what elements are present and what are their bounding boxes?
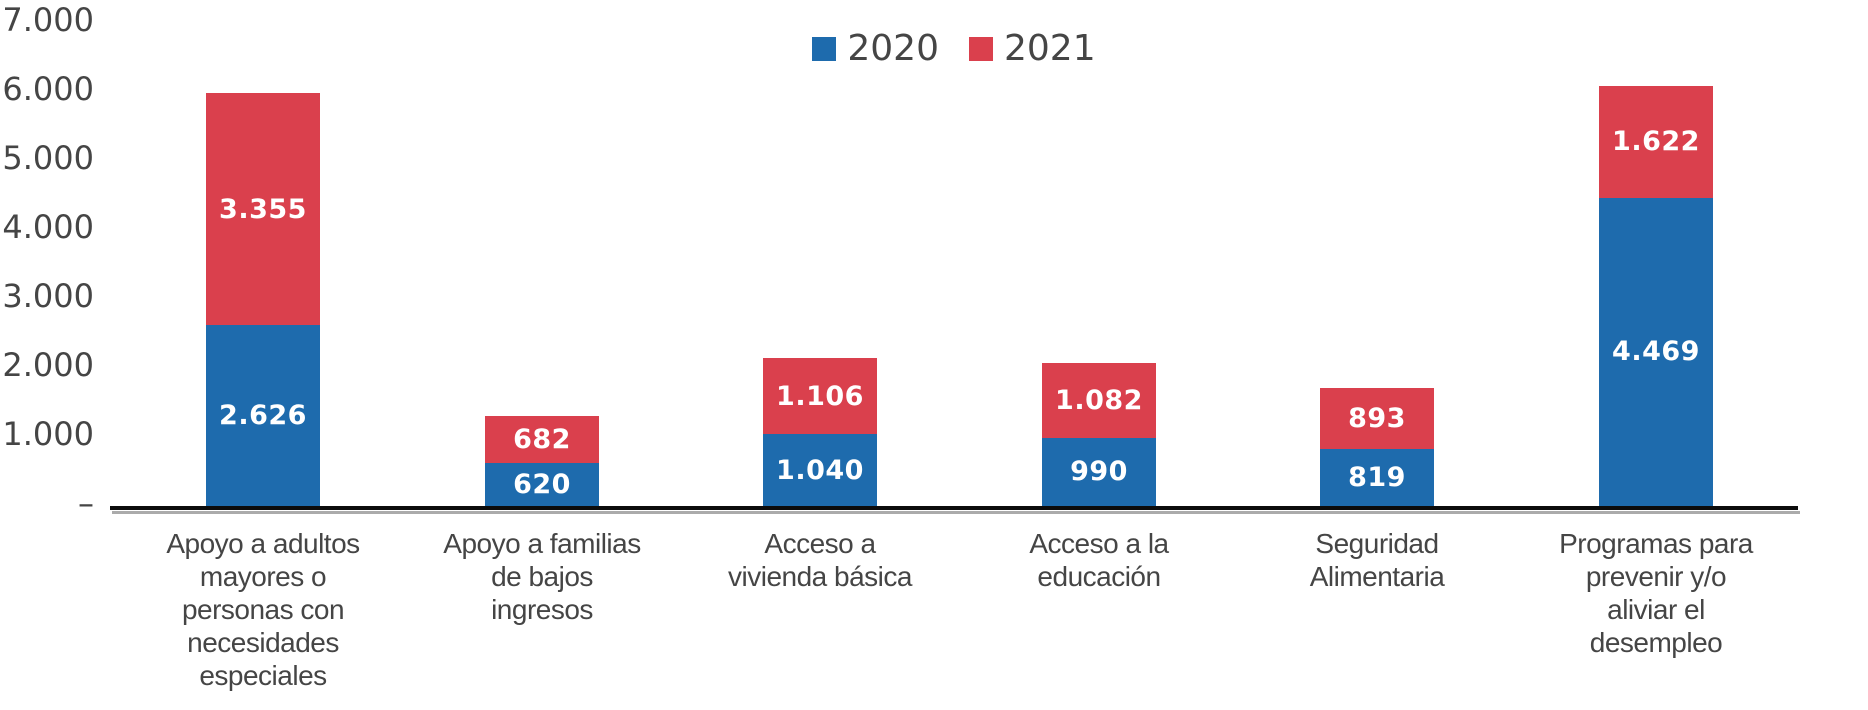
legend-item-2021: 2021 (969, 29, 1096, 69)
category-label: Seguridad Alimentaria (1238, 527, 1516, 593)
category-label-line: Seguridad (1315, 528, 1439, 559)
legend: 2020 2021 (110, 28, 1798, 70)
y-tick-label: 5.000 (2, 139, 94, 177)
bar-value-label: 893 (1348, 403, 1406, 435)
bar-value-label: 819 (1348, 462, 1406, 494)
category-label-line: Programas para (1559, 528, 1753, 559)
category-label-line: necesidades (187, 627, 339, 658)
bar-value-label: 1.082 (1055, 384, 1143, 416)
category-label-line: de bajos (491, 561, 593, 592)
category-label-line: personas con (181, 594, 345, 625)
bar-segment-2020: 819 (1320, 449, 1434, 506)
bar-segment-2021: 893 (1320, 387, 1434, 450)
legend-swatch-2020-icon (812, 37, 837, 61)
y-tick-label: 1.000 (2, 415, 94, 453)
legend-item-2020: 2020 (812, 29, 939, 69)
category-label-line: aliviar el (1607, 594, 1705, 625)
category-label-line: mayores o (199, 561, 327, 592)
legend-label-2020: 2020 (847, 28, 939, 69)
bar-value-label: 4.469 (1612, 336, 1700, 368)
category-label-line: especiales (199, 660, 327, 691)
bar-segment-2021: 1.622 (1599, 85, 1713, 198)
bar-segment-2021: 682 (485, 416, 599, 464)
x-axis-line (110, 506, 1798, 510)
category-label-line: Acceso a la (1029, 528, 1169, 559)
y-tick-label: 7.000 (2, 1, 94, 39)
y-tick-label: 2.000 (2, 346, 94, 384)
y-tick-label: 4.000 (2, 208, 94, 246)
bar-segment-2020: 990 (1042, 437, 1156, 506)
category-label-line: Alimentaria (1309, 561, 1445, 592)
category-label-line: educación (1037, 561, 1161, 592)
y-tick-label: 6.000 (2, 70, 94, 108)
bar-value-label: 2.626 (219, 399, 307, 431)
bar-value-label: 1.040 (776, 454, 864, 486)
category-label-line: ingresos (491, 594, 593, 625)
bar-segment-2020: 2.626 (206, 324, 320, 506)
bar-segment-2020: 1.040 (763, 434, 877, 506)
bar-segment-2020: 4.469 (1599, 197, 1713, 506)
legend-label-2021: 2021 (1004, 28, 1096, 69)
x-axis-shadow-line (112, 511, 1800, 514)
category-label: Acceso a vivienda básica (681, 527, 959, 593)
category-label: Apoyo a adultos mayores o personas con nece… (124, 527, 402, 692)
bar-value-label: 682 (513, 424, 571, 456)
y-tick-label: 3.000 (2, 277, 94, 315)
category-label: Programas para prevenir y/o aliviar el dese… (1517, 527, 1795, 659)
bar-segment-2021: 1.082 (1042, 363, 1156, 438)
bar-value-label: 1.106 (776, 380, 864, 412)
bar-value-label: 990 (1070, 456, 1128, 488)
category-label-line: desempleo (1589, 627, 1723, 658)
category-label: Apoyo a familias de bajos ingresos (403, 527, 681, 626)
bar-segment-2020: 620 (485, 463, 599, 506)
bar-value-label: 1.622 (1612, 126, 1700, 158)
category-label-line: Apoyo a familias (443, 528, 641, 559)
legend-swatch-2021-icon (969, 37, 993, 61)
category-label-line: Acceso a (764, 528, 876, 559)
bar-value-label: 620 (513, 469, 571, 501)
category-label-line: vivienda básica (728, 561, 912, 592)
category-label-line: prevenir y/o (1585, 561, 1727, 592)
bar-value-label: 3.355 (219, 193, 307, 225)
bar-segment-2021: 3.355 (206, 93, 320, 325)
bar-segment-2021: 1.106 (763, 357, 877, 435)
category-label: Acceso a la educación (960, 527, 1238, 593)
category-label-line: Apoyo a adultos (166, 528, 360, 559)
y-tick-label: – (78, 484, 94, 522)
